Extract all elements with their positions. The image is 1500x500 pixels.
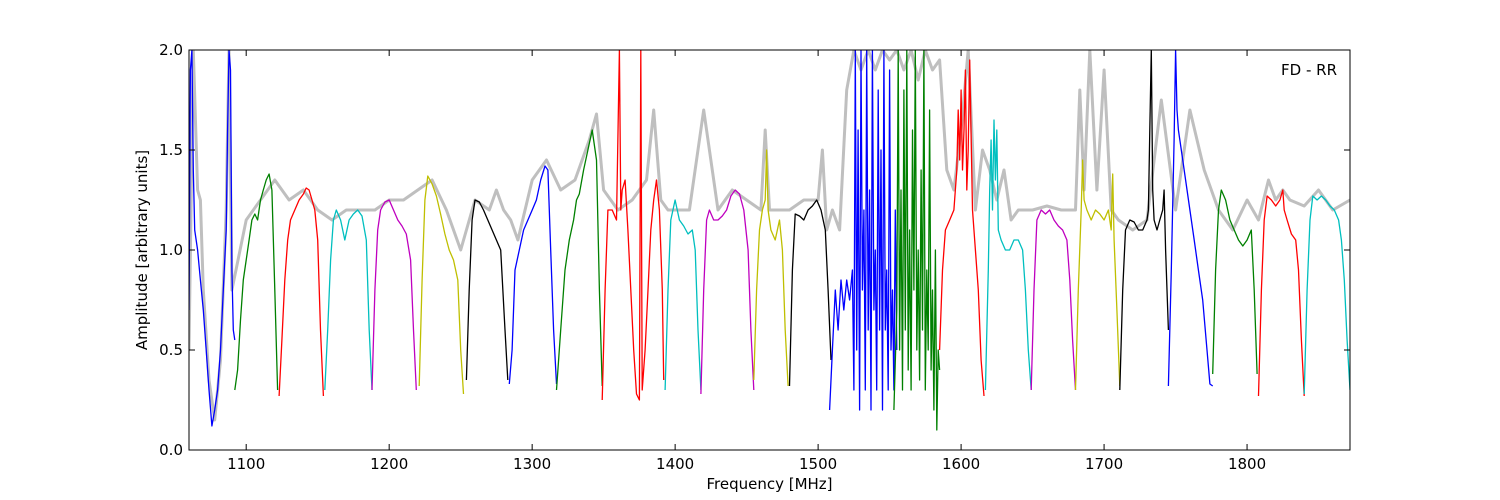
background-series-layer [189, 50, 1350, 422]
plot-area [189, 50, 1350, 450]
series-line-2 [234, 173, 279, 391]
series-line-6 [418, 175, 465, 395]
series-line-25 [1303, 195, 1350, 395]
x-tick-label: 1200 [370, 455, 408, 473]
series-line-17 [938, 59, 985, 397]
series-line-8 [508, 165, 558, 385]
y-axis-label: Amplitude [arbitrary units] [133, 150, 151, 350]
y-tick-label: 1.0 [159, 241, 183, 259]
series-line-4 [324, 209, 373, 391]
x-tick-label: 1300 [513, 455, 551, 473]
series-line-11 [664, 199, 702, 391]
series-line-20 [1074, 159, 1121, 391]
series-line-15 [828, 50, 898, 411]
series-line-12 [700, 189, 755, 395]
series-line-24 [1257, 189, 1305, 397]
series-line-19 [1030, 209, 1077, 391]
series-line-23 [1212, 189, 1258, 375]
series-line-9 [555, 129, 603, 391]
series-line-3 [278, 187, 325, 397]
background-series-line [189, 50, 1350, 422]
x-axis-label: Frequency [MHz] [706, 475, 832, 493]
axis-ticks: 1100 1200 1300 1400 1500 1600 1700 1800 0.0 0.5 1.… [159, 41, 1350, 473]
series-line-13 [753, 149, 789, 387]
x-tick-label: 1100 [227, 455, 265, 473]
series-line-7 [465, 199, 509, 381]
y-tick-label: 0.0 [159, 441, 183, 459]
series-line-1 [189, 50, 236, 427]
x-tick-label: 1600 [942, 455, 980, 473]
y-tick-label: 2.0 [159, 41, 183, 59]
y-tick-label: 0.5 [159, 341, 183, 359]
series-line-22 [1167, 50, 1214, 387]
series-line-21 [1119, 50, 1170, 391]
x-tick-label: 1500 [799, 455, 837, 473]
series-line-5 [371, 199, 417, 391]
x-tick-label: 1800 [1228, 455, 1266, 473]
series-line-10 [601, 50, 665, 401]
series-line-14 [788, 199, 832, 387]
series-line-18 [984, 119, 1032, 391]
x-tick-label: 1700 [1085, 455, 1123, 473]
chart-annotation: FD - RR [1281, 61, 1337, 79]
series-layer [189, 50, 1350, 431]
x-tick-label: 1400 [656, 455, 694, 473]
series-line-16 [893, 50, 941, 431]
y-tick-label: 1.5 [159, 141, 183, 159]
